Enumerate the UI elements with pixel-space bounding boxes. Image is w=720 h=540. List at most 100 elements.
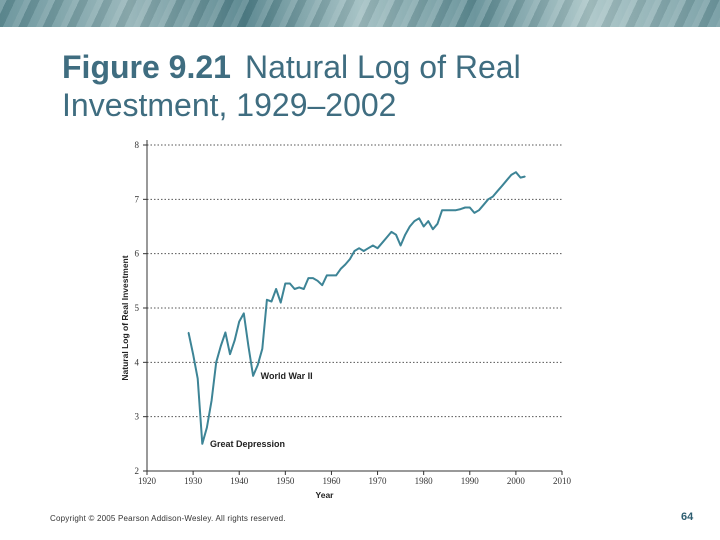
data-point [436, 223, 439, 225]
data-point [312, 277, 314, 279]
series-layer [187, 171, 526, 445]
x-tick-label: 1990 [461, 476, 480, 486]
axes-layer: 2 3 4 5 6 7 8 1920 1930 1940 1950 1960 1970 1980 1990 2… [135, 140, 572, 486]
line-chart: 2 3 4 5 6 7 8 1920 1930 1940 1950 1960 1970 1980 1990 2… [120, 140, 572, 500]
y-tick-label: 2 [135, 466, 140, 476]
data-point [197, 378, 199, 380]
data-point [220, 345, 222, 347]
x-tick-label: 1930 [184, 476, 203, 486]
data-point [206, 426, 208, 429]
x-tick-label: 1920 [138, 476, 157, 486]
x-tick-label: 1970 [369, 476, 388, 486]
x-tick-label: 1940 [230, 476, 249, 486]
data-point [252, 375, 254, 377]
data-point [247, 345, 249, 347]
x-axis-title: Year [316, 490, 335, 500]
data-point [257, 364, 259, 366]
data-point [201, 443, 203, 445]
data-point [506, 179, 508, 181]
data-point [303, 288, 305, 290]
y-tick-label: 4 [135, 357, 140, 367]
data-point [224, 331, 226, 334]
data-point [321, 284, 323, 286]
data-point [187, 331, 190, 334]
data-point [330, 274, 332, 276]
data-point [344, 263, 346, 266]
slide-title: Figure 9.21 Natural Log of Real Investmen… [62, 48, 682, 124]
grid-layer [147, 144, 562, 418]
data-point [460, 208, 462, 210]
data-point [455, 209, 457, 211]
data-point [234, 340, 236, 342]
data-point [473, 212, 475, 214]
y-tick-label: 3 [135, 412, 140, 422]
data-point [284, 282, 286, 285]
data-point [261, 348, 263, 350]
data-point [469, 206, 471, 209]
annotation-label: Great Depression [210, 439, 285, 449]
data-point [238, 321, 240, 323]
data-point [483, 204, 485, 206]
data-point [501, 185, 503, 187]
x-tick-label: 2000 [507, 476, 526, 486]
data-point [340, 268, 342, 270]
data-point [317, 280, 319, 282]
data-point [229, 353, 231, 355]
data-point [427, 220, 429, 222]
data-point [446, 209, 448, 211]
data-point [367, 247, 369, 249]
data-point [289, 282, 291, 285]
data-point [492, 196, 494, 198]
investment-series-line [187, 171, 526, 445]
data-point [441, 209, 443, 211]
data-point [413, 220, 415, 222]
data-point [381, 242, 383, 244]
data-point [349, 258, 351, 260]
data-point [266, 299, 268, 301]
data-point [386, 236, 388, 238]
data-point [270, 300, 273, 303]
data-point [432, 228, 434, 230]
data-point [335, 274, 337, 276]
data-point [423, 225, 425, 228]
y-tick-label: 7 [135, 194, 140, 204]
data-point [395, 234, 397, 236]
data-point [400, 244, 402, 247]
data-point [515, 171, 517, 173]
data-point [275, 288, 277, 290]
data-point [192, 353, 194, 355]
data-point [409, 225, 411, 228]
data-point [294, 288, 296, 290]
data-point [519, 177, 522, 179]
data-point [298, 286, 300, 288]
data-point [464, 206, 466, 209]
banner-texture [0, 0, 720, 27]
y-tick-label: 5 [135, 303, 140, 313]
data-point [524, 175, 526, 178]
data-point [496, 190, 498, 192]
data-point [326, 274, 328, 276]
data-point [390, 231, 392, 233]
data-point [358, 247, 360, 249]
data-point [307, 277, 309, 279]
x-tick-label: 1960 [322, 476, 341, 486]
data-point [478, 209, 480, 211]
data-point [280, 302, 282, 304]
data-point [211, 399, 213, 401]
data-point [363, 250, 365, 252]
y-tick-label: 6 [135, 249, 140, 259]
annotation-label: World War II [261, 371, 313, 381]
y-tick-label: 8 [135, 140, 140, 150]
figure-number: Figure 9.21 [62, 49, 231, 85]
data-point [353, 250, 356, 252]
x-tick-label: 2010 [553, 476, 572, 486]
copyright-footer: Copyright © 2005 Pearson Addison-Wesley.… [50, 514, 286, 523]
data-point [487, 198, 489, 200]
data-point [510, 174, 512, 176]
x-tick-label: 1950 [276, 476, 295, 486]
annotation-layer: Great Depression World War II [210, 371, 313, 449]
data-point [377, 247, 379, 249]
data-point [404, 234, 406, 236]
header-banner [0, 0, 720, 27]
data-point [418, 217, 420, 219]
